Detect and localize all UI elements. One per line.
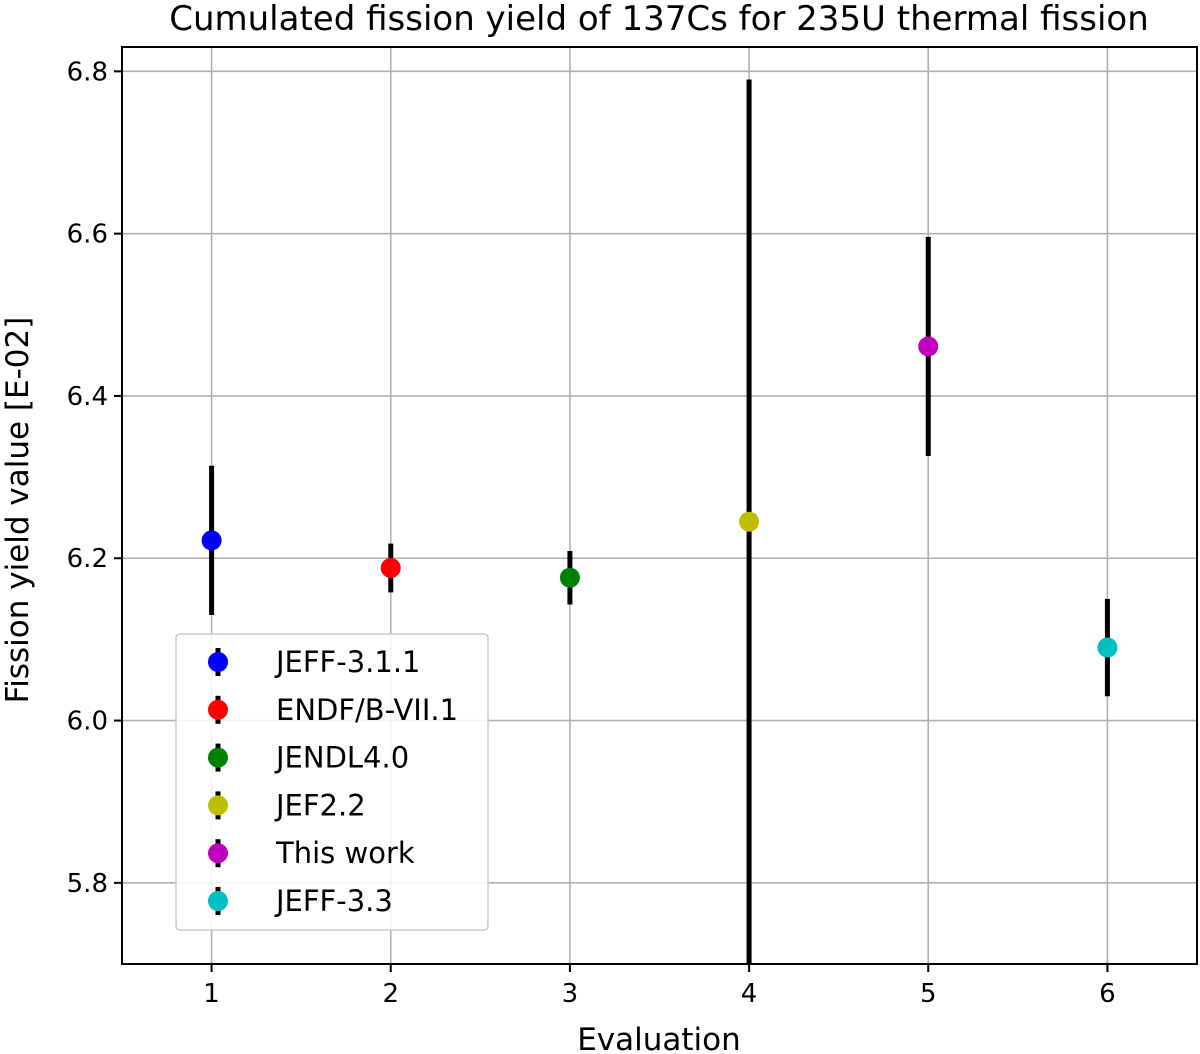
chart-title: Cumulated fission yield of 137Cs for 235…	[169, 0, 1149, 39]
legend: JEFF-3.1.1 ENDF/B-VII.1 JENDL4.0 JEF2.2 This…	[175, 633, 489, 931]
y-tick-label: 6.4	[67, 382, 108, 412]
legend-label: JEFF-3.3	[274, 884, 393, 918]
axis-ticks: 1 2 3 4 5 6 5.8 6.0 6.2 6.4 6.6 6.8	[67, 57, 1116, 1009]
y-axis-label: Fission yield value [E-02]	[0, 317, 36, 704]
legend-marker	[208, 795, 228, 816]
data-point	[918, 336, 939, 357]
y-tick-label: 6.8	[67, 57, 108, 87]
legend-label: JEF2.2	[274, 788, 366, 822]
data-point	[739, 511, 760, 532]
legend-marker	[208, 652, 228, 672]
x-tick-label: 5	[920, 979, 937, 1009]
legend-marker	[208, 891, 228, 911]
data-point	[380, 557, 401, 578]
legend-label: JENDL4.0	[274, 741, 409, 775]
x-tick-label: 1	[203, 979, 220, 1009]
y-tick-label: 6.2	[67, 544, 108, 574]
x-tick-label: 3	[562, 979, 579, 1009]
x-axis-label: Evaluation	[577, 1022, 741, 1054]
y-tick-label: 6.0	[67, 707, 108, 737]
data-points	[201, 336, 1118, 658]
legend-marker	[208, 843, 228, 864]
y-tick-label: 6.6	[67, 220, 108, 250]
legend-marker	[208, 747, 228, 768]
legend-label: This work	[275, 836, 415, 870]
legend-label: ENDF/B-VII.1	[276, 693, 458, 727]
legend-box	[175, 633, 489, 931]
x-tick-label: 4	[741, 979, 758, 1009]
data-point	[559, 567, 580, 588]
data-point	[201, 530, 222, 551]
x-tick-label: 6	[1099, 979, 1116, 1009]
legend-label: JEFF-3.1.1	[274, 645, 421, 679]
y-tick-label: 5.8	[67, 869, 108, 899]
x-tick-label: 2	[382, 979, 399, 1009]
data-point	[1097, 637, 1118, 658]
plot-frame	[121, 46, 1198, 965]
legend-marker	[208, 699, 228, 720]
